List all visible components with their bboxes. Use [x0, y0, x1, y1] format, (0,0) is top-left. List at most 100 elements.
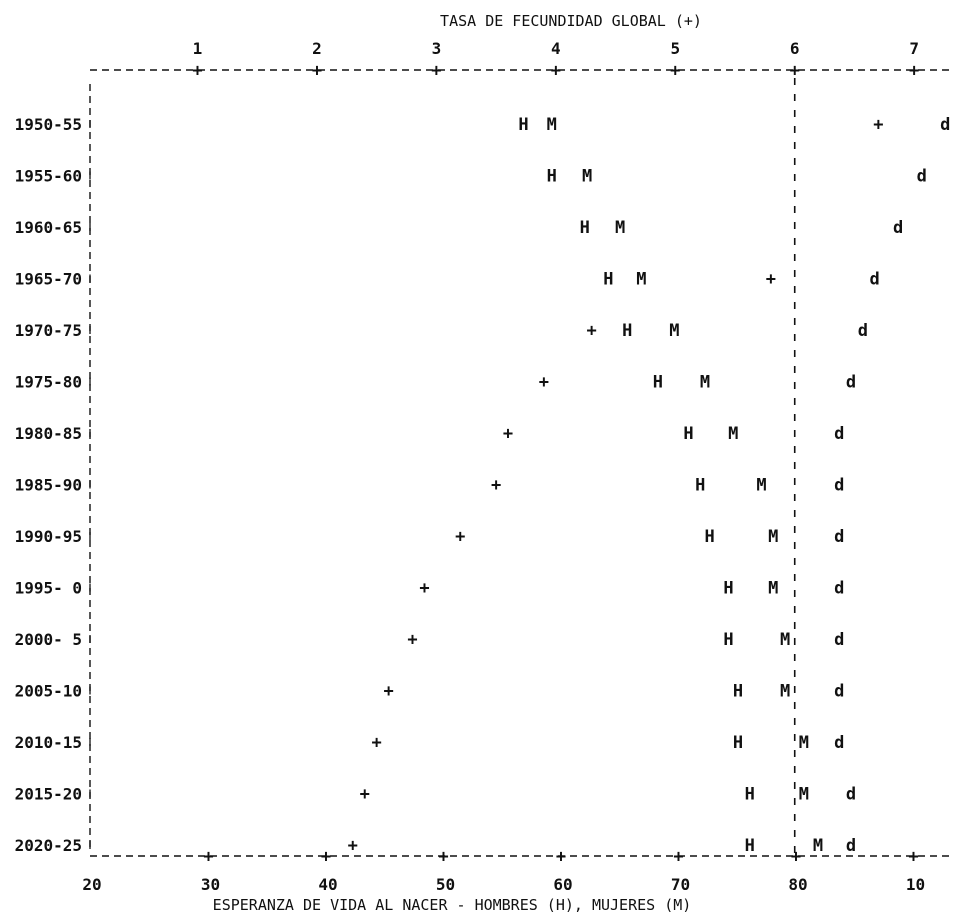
marker-plus: + [348, 836, 358, 856]
marker-plus: + [491, 476, 501, 496]
marker-m: M [636, 270, 646, 290]
marker-m: M [756, 476, 766, 496]
top-tick-mark: + [790, 61, 800, 81]
period-label: 2020-25 [15, 836, 82, 855]
bottom-tick-label: 60 [553, 875, 572, 894]
period-label: 2015-20 [15, 785, 82, 804]
marker-d: d [834, 476, 844, 496]
period-label: 2000- 5 [15, 630, 82, 649]
period-label: 1955-60 [15, 167, 82, 186]
marker-h: H [723, 579, 733, 599]
marker-h: H [733, 682, 743, 702]
bottom-tick-label: 30 [201, 875, 220, 894]
marker-d: d [846, 373, 856, 393]
period-label: 2010-15 [15, 733, 82, 752]
marker-h: H [518, 115, 528, 135]
period-label: 2005-10 [15, 682, 82, 701]
marker-d: d [858, 321, 868, 341]
top-tick-mark: + [670, 61, 680, 81]
marker-plus: + [455, 527, 465, 547]
period-label: 1965-70 [15, 270, 82, 289]
bottom-tick-mark: + [556, 847, 566, 867]
period-label: 1985-90 [15, 476, 82, 495]
period-label: 1980-85 [15, 424, 82, 443]
marker-plus: + [766, 270, 776, 290]
marker-h: H [653, 373, 663, 393]
marker-m: M [813, 836, 823, 856]
marker-m: M [669, 321, 679, 341]
marker-h: H [695, 476, 705, 496]
top-tick-mark: + [551, 61, 561, 81]
marker-plus: + [873, 115, 883, 135]
marker-m: M [768, 579, 778, 599]
marker-m: M [780, 682, 790, 702]
marker-m: M [799, 785, 809, 805]
bottom-tick-label: 40 [318, 875, 337, 894]
top-tick-label: 3 [432, 39, 442, 58]
marker-h: H [705, 527, 715, 547]
marker-plus: + [407, 630, 417, 650]
bottom-tick-mark: + [203, 847, 213, 867]
bottom-tick-label: 50 [436, 875, 455, 894]
top-tick-label: 2 [312, 39, 322, 58]
period-label: 1975-80 [15, 373, 82, 392]
marker-h: H [547, 167, 557, 187]
top-tick-mark: + [431, 61, 441, 81]
marker-h: H [622, 321, 632, 341]
top-tick-label: 4 [551, 39, 561, 58]
marker-h: H [723, 630, 733, 650]
bottom-tick-mark: + [791, 847, 801, 867]
marker-plus: + [360, 785, 370, 805]
marker-m: M [547, 115, 557, 135]
marker-plus: + [587, 321, 597, 341]
marker-d: d [834, 579, 844, 599]
top-tick-label: 7 [909, 39, 919, 58]
marker-plus: + [383, 682, 393, 702]
top-tick-mark: + [192, 61, 202, 81]
marker-plus: + [503, 424, 513, 444]
marker-h: H [603, 270, 613, 290]
marker-plus: + [372, 733, 382, 753]
top-tick-label: 1 [193, 39, 203, 58]
top-axis-title: TASA DE FECUNDIDAD GLOBAL (+) [440, 12, 702, 30]
marker-h: H [580, 218, 590, 238]
marker-h: H [745, 836, 755, 856]
top-tick-mark: + [312, 61, 322, 81]
marker-m: M [728, 424, 738, 444]
bottom-tick-label: 10 [906, 875, 925, 894]
bottom-tick-label: 20 [82, 875, 101, 894]
bottom-tick-mark: + [673, 847, 683, 867]
period-label: 1950-55 [15, 115, 82, 134]
bottom-tick-mark: + [908, 847, 918, 867]
marker-plus: + [419, 579, 429, 599]
period-label: 1960-65 [15, 218, 82, 237]
top-tick-label: 5 [670, 39, 680, 58]
marker-m: M [582, 167, 592, 187]
top-tick-label: 6 [790, 39, 800, 58]
marker-d: d [834, 424, 844, 444]
bottom-axis-title: ESPERANZA DE VIDA AL NACER - HOMBRES (H)… [213, 896, 692, 914]
marker-d: d [893, 218, 903, 238]
period-label: 1970-75 [15, 321, 82, 340]
marker-d: d [834, 733, 844, 753]
marker-m: M [780, 630, 790, 650]
marker-h: H [733, 733, 743, 753]
marker-d: d [834, 630, 844, 650]
marker-h: H [683, 424, 693, 444]
period-label: 1995- 0 [15, 579, 82, 598]
marker-m: M [799, 733, 809, 753]
marker-m: M [768, 527, 778, 547]
period-label: 1990-95 [15, 527, 82, 546]
bottom-tick-mark: + [438, 847, 448, 867]
marker-d: d [846, 785, 856, 805]
marker-d: d [834, 682, 844, 702]
bottom-tick-label: 70 [671, 875, 690, 894]
bottom-tick-label: 80 [788, 875, 807, 894]
bottom-tick-mark: + [321, 847, 331, 867]
marker-d: d [846, 836, 856, 856]
marker-m: M [615, 218, 625, 238]
marker-h: H [745, 785, 755, 805]
marker-d: d [834, 527, 844, 547]
marker-d: d [940, 115, 950, 135]
